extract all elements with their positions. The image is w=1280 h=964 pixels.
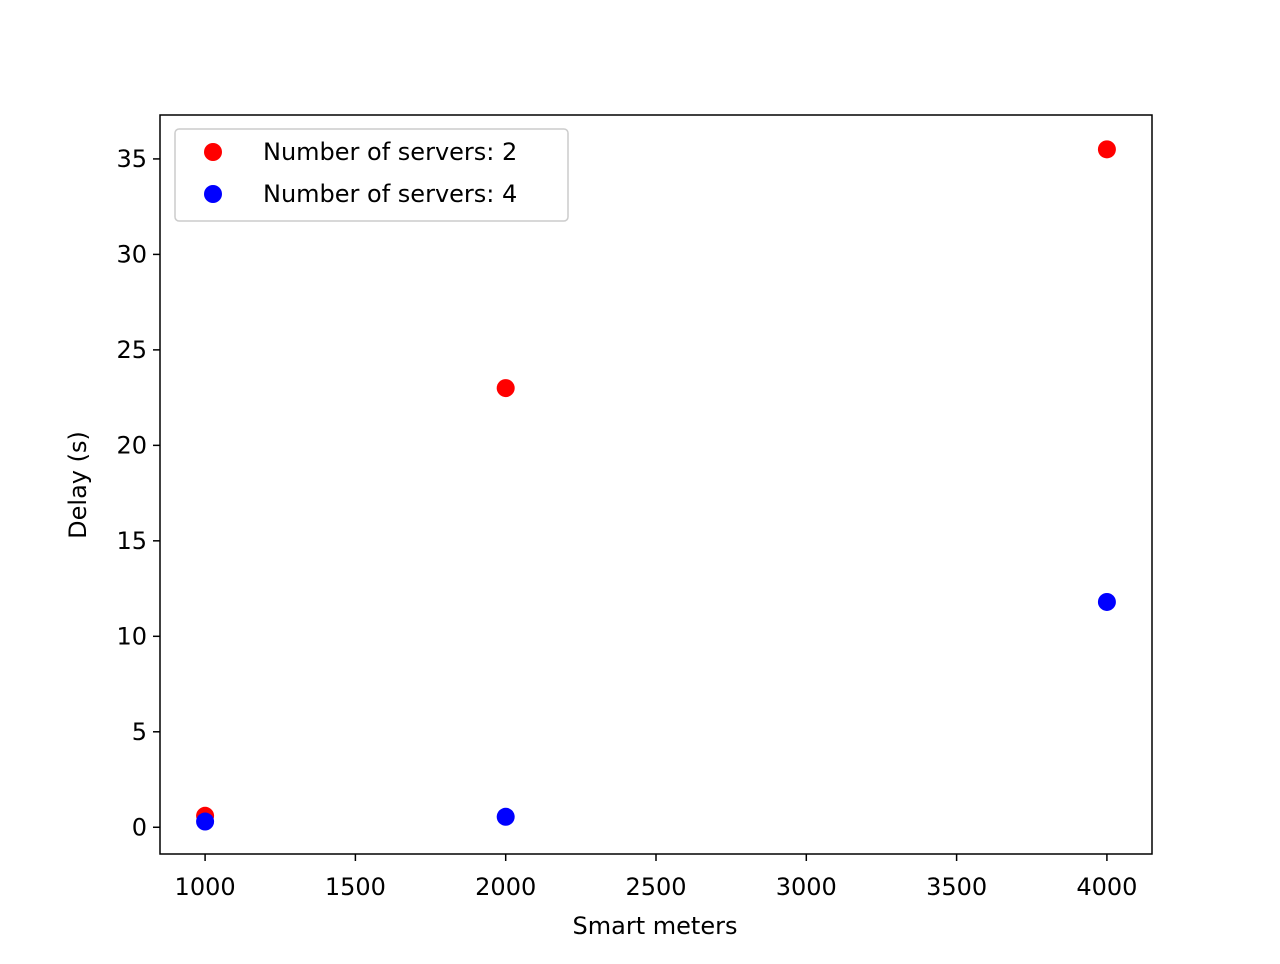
y-tick-label: 15 <box>116 527 147 555</box>
y-axis-label: Delay (s) <box>64 431 92 539</box>
x-tick-label: 3500 <box>926 873 987 901</box>
y-tick-label: 10 <box>116 622 147 650</box>
x-tick-label: 4000 <box>1076 873 1137 901</box>
y-tick-label: 30 <box>116 240 147 268</box>
axes-frame <box>159 114 1153 855</box>
legend: Number of servers: 2 Number of servers: 4 <box>174 128 569 222</box>
data-point-series-2 <box>1097 592 1116 611</box>
x-tick-label: 3000 <box>776 873 837 901</box>
x-tick-label: 1500 <box>325 873 386 901</box>
data-point-series-1 <box>1097 140 1116 159</box>
x-axis-label: Smart meters <box>573 912 738 940</box>
data-point-series-1 <box>496 379 515 398</box>
legend-box <box>174 128 569 222</box>
data-point-series-2 <box>196 812 215 831</box>
x-tick-label: 1000 <box>175 873 236 901</box>
legend-marker-series-1 <box>204 143 222 161</box>
x-tick-label: 2000 <box>475 873 536 901</box>
x-axis-ticks: 1000 1500 2000 2500 3000 3500 4000 <box>175 854 1137 901</box>
plot-area-frame <box>159 114 1153 855</box>
y-tick-label: 25 <box>116 336 147 364</box>
y-tick-label: 0 <box>132 813 147 841</box>
y-tick-label: 20 <box>116 431 147 459</box>
legend-label-series-2: Number of servers: 4 <box>263 180 517 208</box>
y-tick-label: 35 <box>116 145 147 173</box>
legend-label-series-1: Number of servers: 2 <box>263 138 517 166</box>
data-points <box>196 140 1116 831</box>
legend-marker-series-2 <box>204 185 222 203</box>
y-tick-label: 5 <box>132 718 147 746</box>
y-axis-ticks: 0 5 10 15 20 25 30 35 <box>116 145 160 841</box>
data-point-series-2 <box>496 807 515 826</box>
x-tick-label: 2500 <box>625 873 686 901</box>
